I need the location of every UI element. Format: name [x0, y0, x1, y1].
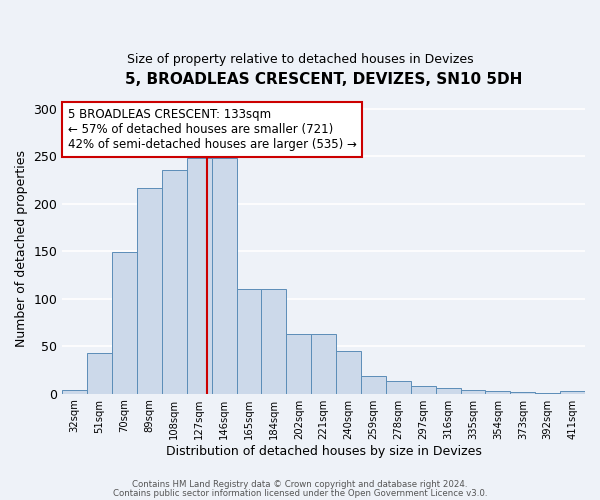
Bar: [137, 188, 162, 394]
Bar: [511, 392, 535, 394]
Y-axis label: Number of detached properties: Number of detached properties: [15, 150, 28, 348]
Bar: [361, 376, 386, 394]
Text: Contains public sector information licensed under the Open Government Licence v3: Contains public sector information licen…: [113, 488, 487, 498]
Text: Contains HM Land Registry data © Crown copyright and database right 2024.: Contains HM Land Registry data © Crown c…: [132, 480, 468, 489]
Bar: [336, 351, 361, 394]
Bar: [286, 334, 311, 394]
Bar: [311, 334, 336, 394]
Bar: [62, 390, 87, 394]
Bar: [461, 390, 485, 394]
Bar: [535, 393, 560, 394]
Bar: [436, 388, 461, 394]
Text: 5 BROADLEAS CRESCENT: 133sqm
← 57% of detached houses are smaller (721)
42% of s: 5 BROADLEAS CRESCENT: 133sqm ← 57% of de…: [68, 108, 356, 152]
Bar: [212, 158, 236, 394]
Text: Size of property relative to detached houses in Devizes: Size of property relative to detached ho…: [127, 52, 473, 66]
Bar: [162, 170, 187, 394]
Bar: [236, 289, 262, 394]
Title: 5, BROADLEAS CRESCENT, DEVIZES, SN10 5DH: 5, BROADLEAS CRESCENT, DEVIZES, SN10 5DH: [125, 72, 523, 88]
X-axis label: Distribution of detached houses by size in Devizes: Distribution of detached houses by size …: [166, 444, 482, 458]
Bar: [560, 391, 585, 394]
Bar: [485, 391, 511, 394]
Bar: [187, 158, 212, 394]
Bar: [411, 386, 436, 394]
Bar: [112, 252, 137, 394]
Bar: [87, 353, 112, 394]
Bar: [386, 382, 411, 394]
Bar: [262, 289, 286, 394]
